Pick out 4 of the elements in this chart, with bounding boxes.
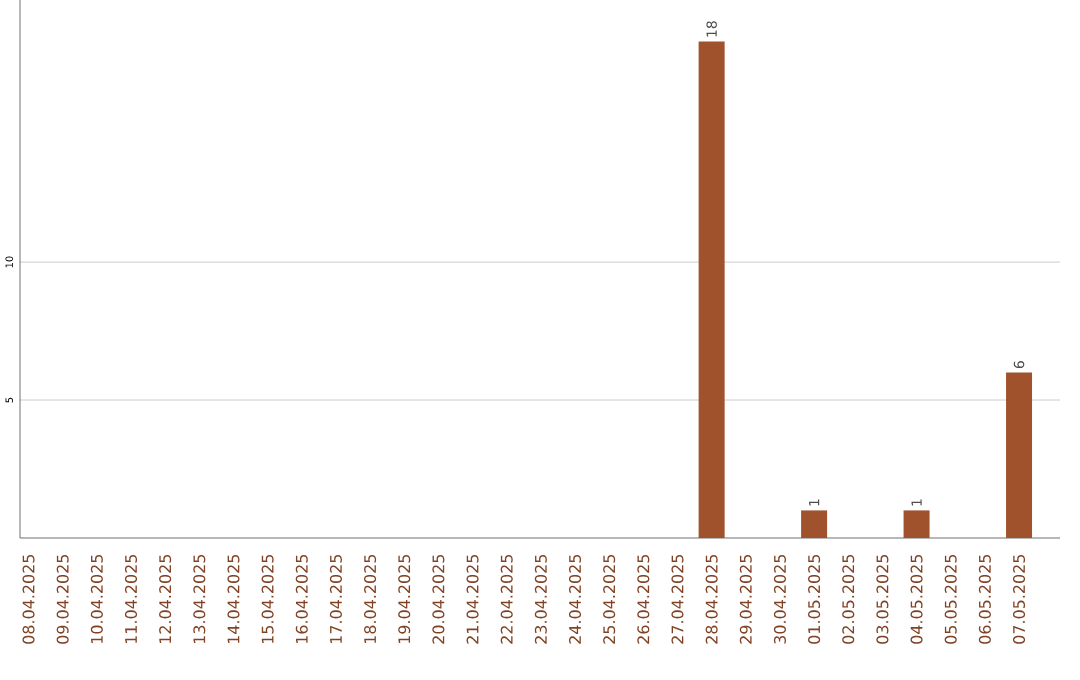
bar <box>1006 372 1033 538</box>
bar <box>903 510 930 538</box>
bar <box>698 41 725 538</box>
bar <box>801 510 828 538</box>
